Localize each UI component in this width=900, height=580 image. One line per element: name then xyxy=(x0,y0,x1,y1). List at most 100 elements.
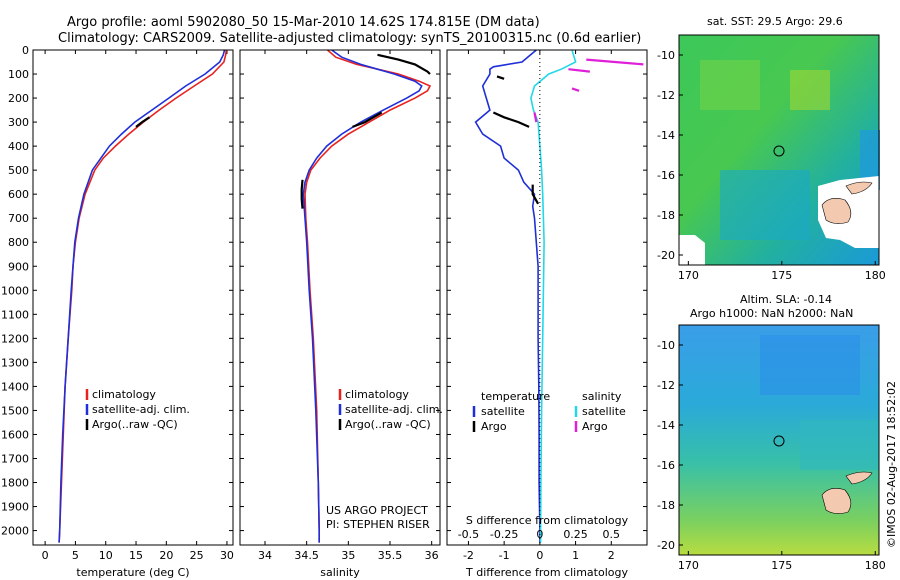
sst-cool-patch xyxy=(860,130,880,190)
x-tick-label: 30 xyxy=(220,549,234,562)
legend-label: satellite-adj. clim. xyxy=(92,403,190,416)
x-tick-label: 34 xyxy=(258,549,272,562)
y-tick-label: 300 xyxy=(8,116,29,129)
y-tick-label: 500 xyxy=(8,164,29,177)
map-x-tick-label: 175 xyxy=(771,559,792,572)
header-line-1: Argo profile: aoml 5902080_50 15-Mar-201… xyxy=(67,15,540,30)
sla-map-title-2: Argo h1000: NaN h2000: NaN xyxy=(690,307,853,320)
sst-map-frame xyxy=(678,34,880,266)
x-top-tick-label: 0.25 xyxy=(563,528,588,541)
y-tick-label: 800 xyxy=(8,236,29,249)
legend-title-salinity: salinity xyxy=(582,390,622,403)
y-tick-label: 1800 xyxy=(1,477,29,490)
x-top-tick-label: 0.5 xyxy=(603,528,621,541)
credit-text: ©IMOS 02-Aug-2017 18:52:02 xyxy=(885,381,898,548)
series-sal_argo-line xyxy=(568,68,591,73)
legend-label: climatology xyxy=(345,388,409,401)
legend-label: satellite xyxy=(582,405,626,418)
x-axis-label: temperature (deg C) xyxy=(76,566,189,579)
annotation-project: US ARGO PROJECT xyxy=(326,504,428,517)
y-tick-label: 1600 xyxy=(1,428,29,441)
y-tick-label: 600 xyxy=(8,188,29,201)
map-x-tick-label: 170 xyxy=(678,559,699,572)
sla-map-frame xyxy=(678,324,880,556)
sla-high-patch xyxy=(800,420,879,470)
y-tick-label: 700 xyxy=(8,212,29,225)
sst-map: sat. SST: 29.5 Argo: 29.6 170 175 180 -10 -1… xyxy=(657,15,886,282)
x-tick-label: 10 xyxy=(99,549,113,562)
sla-map-title-1: Altim. SLA: -0.14 xyxy=(740,293,832,306)
sst-map-axes: 170 175 180 -10 -12 -14 -16 -18 -20 xyxy=(657,49,886,282)
x-axis-label: T difference from climatology xyxy=(465,566,628,579)
map-y-tick-label: -10 xyxy=(657,49,675,62)
temperature-panel: 0100200300400500600700800900100011001200… xyxy=(1,44,234,579)
y-tick-label: 200 xyxy=(8,92,29,105)
x-top-tick-label: -0.5 xyxy=(458,528,479,541)
sst-missing-data-mask xyxy=(679,235,705,265)
sla-island-fiji xyxy=(821,488,852,514)
sst-island-fiji xyxy=(821,198,852,224)
plot-area xyxy=(447,50,647,545)
x-tick-label: 15 xyxy=(129,549,143,562)
legend-label: satellite xyxy=(481,405,525,418)
y-tick-label: 2000 xyxy=(1,525,29,538)
series-argo-line xyxy=(352,111,383,128)
x-tick-label: 25 xyxy=(190,549,204,562)
legend-label: Argo(..raw -QC) xyxy=(92,418,178,431)
x-top-tick-label: -0.25 xyxy=(490,528,518,541)
map-y-tick-label: -12 xyxy=(657,89,675,102)
plot-area xyxy=(240,50,440,545)
y-tick-label: 100 xyxy=(8,68,29,81)
x-tick-label: 1 xyxy=(572,549,579,562)
sla-low-patch xyxy=(760,335,860,395)
y-tick-label: 1900 xyxy=(1,501,29,514)
map-y-tick-label: -18 xyxy=(657,209,675,222)
series-argo-line xyxy=(135,116,151,128)
y-tick-label: 1100 xyxy=(1,308,29,321)
map-x-tick-label: 175 xyxy=(771,269,792,282)
y-tick-label: 1200 xyxy=(1,332,29,345)
x-tick-label: 36 xyxy=(425,549,439,562)
series-satellite-line xyxy=(474,49,541,543)
series-satellite-line xyxy=(58,49,226,543)
map-y-tick-label: -20 xyxy=(657,539,675,552)
y-tick-label: 1400 xyxy=(1,380,29,393)
legend-label: climatology xyxy=(92,388,156,401)
plot-area xyxy=(33,50,233,545)
map-y-tick-label: -20 xyxy=(657,249,675,262)
map-x-tick-label: 180 xyxy=(865,559,886,572)
series-argo-line xyxy=(531,184,540,205)
map-y-tick-label: -12 xyxy=(657,379,675,392)
legend-title-temperature: temperature xyxy=(481,390,550,403)
series-argo-line xyxy=(492,111,530,128)
y-tick-label: 1500 xyxy=(1,404,29,417)
y-tick-label: 400 xyxy=(8,140,29,153)
x-tick-label: 2 xyxy=(608,549,615,562)
y-tick-label: 1300 xyxy=(1,356,29,369)
map-y-tick-label: -10 xyxy=(657,339,675,352)
series-argo-line xyxy=(496,75,505,80)
sst-cool-patch xyxy=(720,170,810,240)
sst-map-title: sat. SST: 29.5 Argo: 29.6 xyxy=(707,15,843,28)
series-argo-line xyxy=(300,179,304,209)
series-sal_argo-line xyxy=(533,112,538,123)
y-tick-label: 900 xyxy=(8,260,29,273)
sst-float-marker xyxy=(773,145,785,157)
map-y-tick-label: -16 xyxy=(657,459,675,472)
map-x-tick-label: 170 xyxy=(678,269,699,282)
y-tick-label: 1700 xyxy=(1,452,29,465)
sla-map: Altim. SLA: -0.14 Argo h1000: NaN h2000:… xyxy=(657,293,886,572)
sst-warm-patch xyxy=(790,70,830,110)
y-tick-label: 1000 xyxy=(1,284,29,297)
sla-map-axes: 170 175 180 -10 -12 -14 -16 -18 -20 xyxy=(657,339,886,572)
sla-island-vanua-levu xyxy=(845,471,873,485)
salinity-panel: 34 34.5 35 35.5 36 salinity climatology satelli… xyxy=(239,49,443,579)
x-top-tick-label: 0 xyxy=(536,528,543,541)
series-climatology-line xyxy=(304,49,432,543)
plot-frame xyxy=(446,49,648,546)
sst-warm-patch xyxy=(700,60,760,110)
sst-island-vanua-levu xyxy=(845,181,873,195)
series-sal_argo-line xyxy=(571,87,580,92)
sla-float-marker xyxy=(773,435,785,447)
